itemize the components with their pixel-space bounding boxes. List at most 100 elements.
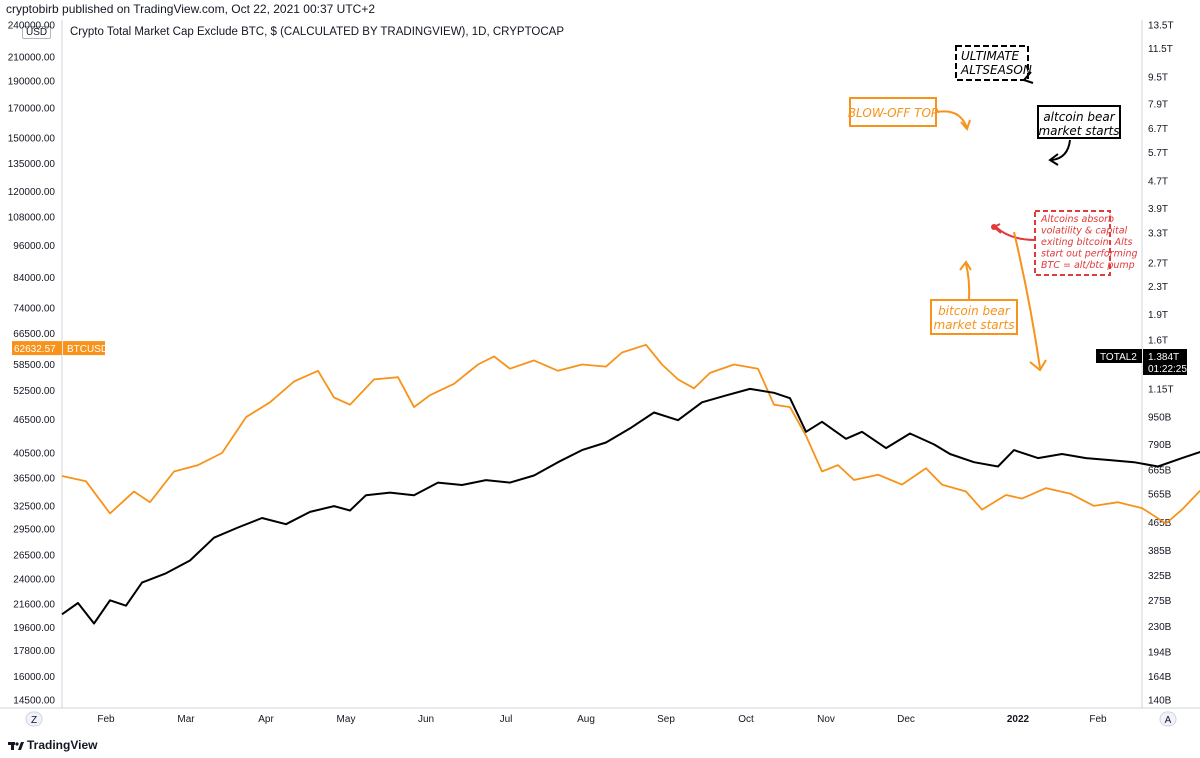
time-tick-label: Aug [577, 714, 595, 725]
right-tick-label: 5.7T [1148, 148, 1168, 159]
alt-absorb-arrow [995, 226, 1036, 241]
total2-countdown: 01:22:25 [1148, 364, 1187, 375]
zoom-left-label: Z [31, 715, 37, 726]
auto-scale-button[interactable]: A [1159, 711, 1177, 727]
btc-drop-arrow [1013, 231, 1041, 369]
left-tick-label: 14500.00 [13, 696, 55, 707]
publish-line: cryptobirb published on TradingView.com,… [6, 2, 375, 16]
alt-absorb-text: Altcoins absorb [1040, 214, 1114, 225]
left-tick-label: 240000.00 [8, 21, 56, 32]
blow-off-top-text: BLOW-OFF TOP [848, 106, 939, 120]
left-tick-label: 40500.00 [13, 448, 55, 459]
left-tick-label: 29500.00 [13, 525, 55, 536]
right-tick-label: 665B [1148, 465, 1172, 476]
series-total2-line [61, 387, 1200, 625]
btc-drop-arrow-head [1029, 359, 1047, 372]
right-tick-label: 565B [1148, 489, 1172, 500]
alt-absorb-text: exiting bitcoin. Alts [1041, 237, 1133, 248]
right-tick-label: 2.7T [1148, 258, 1168, 269]
left-tick-label: 36500.00 [13, 473, 55, 484]
btc-bear-arrow [965, 263, 971, 301]
time-tick-label: Jun [418, 714, 434, 725]
right-tick-label: 140B [1148, 696, 1172, 707]
right-tick-label: 13.5T [1148, 21, 1174, 32]
right-axis-ticks: 13.5T 11.5T 9.5T 7.9T 6.7T 5.7T 4.7T 3.9T 3.3T 2.… [1148, 21, 1174, 707]
left-tick-label: 74000.00 [13, 303, 55, 314]
tradingview-logo-icon [8, 741, 24, 750]
total2-symbol-tag [1096, 349, 1142, 363]
left-tick-label: 150000.00 [8, 134, 56, 145]
left-tick-label: 66500.00 [13, 329, 55, 340]
btc-symbol-label: BTCUSD [67, 344, 108, 355]
left-tick-label: 135000.00 [8, 159, 56, 170]
left-tick-label: 32500.00 [13, 501, 55, 512]
currency-badge[interactable]: USD [22, 26, 52, 39]
alt-bear-text: market starts [1038, 124, 1119, 138]
series-layer [61, 343, 1200, 625]
alt-bear-arrow-head [1048, 153, 1059, 166]
right-tick-label: 950B [1148, 413, 1172, 424]
blow-off-top-arrow [936, 110, 968, 129]
left-tick-label: 26500.00 [13, 550, 55, 561]
ultimate-altseason-text: ALTSEASON [960, 63, 1032, 77]
time-tick-label: Mar [177, 714, 195, 725]
right-tick-label: 275B [1148, 596, 1172, 607]
time-tick-label: May [337, 714, 356, 725]
time-tick-label: Sep [657, 714, 675, 725]
left-tick-label: 58500.00 [13, 360, 55, 371]
time-axis-ticks: Feb Mar Apr May Jun Jul Aug Sep Oct Nov Dec 2022 Feb [97, 714, 1107, 725]
left-tick-label: 21600.00 [13, 600, 55, 611]
right-tick-label: 2.3T [1148, 282, 1168, 293]
alt-absorb-arrow-dot [991, 224, 997, 230]
projection-arrow-head [1023, 71, 1034, 84]
alt-absorb-text: BTC = alt/btc pump [1041, 260, 1135, 271]
right-tick-label: 1.6T [1148, 336, 1168, 347]
right-tick-label: 385B [1148, 546, 1172, 557]
left-tick-label: 170000.00 [8, 103, 56, 114]
chart-subtitle: Crypto Total Market Cap Exclude BTC, $ (… [70, 26, 565, 38]
left-tick-label: 16000.00 [13, 672, 55, 683]
time-tick-label: Nov [817, 714, 835, 725]
btc-price-value: 62632.57 [14, 344, 56, 355]
left-tick-label: 210000.00 [8, 53, 56, 64]
alt-bear-text: altcoin bear [1043, 110, 1115, 124]
time-tick-label: Oct [738, 714, 754, 725]
right-tick-label: 1.9T [1148, 310, 1168, 321]
right-tick-label: 465B [1148, 518, 1172, 529]
blow-off-top-arrow-head [960, 119, 971, 131]
right-tick-label: 194B [1148, 647, 1172, 658]
right-tick-label: 4.7T [1148, 176, 1168, 187]
time-tick-label: Feb [1089, 714, 1107, 725]
right-tick-label: 6.7T [1148, 124, 1168, 135]
alt-bear-box [1037, 105, 1121, 139]
btc-bear-box [930, 299, 1018, 335]
ultimate-altseason-box [955, 45, 1029, 81]
left-tick-label: 96000.00 [13, 241, 55, 252]
zoom-left-button[interactable]: Z [25, 711, 43, 727]
left-axis-ticks: 240000.00 210000.00 190000.00 170000.00 1500… [8, 21, 56, 707]
auto-scale-label: A [1165, 715, 1172, 726]
total2-price-tag [1143, 349, 1187, 375]
left-tick-label: 19600.00 [13, 623, 55, 634]
left-tick-label: 24000.00 [13, 574, 55, 585]
right-tick-label: 1.15T [1148, 384, 1174, 395]
left-tick-label: 46500.00 [13, 415, 55, 426]
right-tick-label: 3.9T [1148, 204, 1168, 215]
time-tick-label: Feb [97, 714, 115, 725]
right-tick-label: 3.3T [1148, 229, 1168, 240]
blow-off-top-box [849, 97, 937, 127]
left-tick-label: 108000.00 [8, 213, 56, 224]
left-tick-label: 120000.00 [8, 187, 56, 198]
left-tick-label: 17800.00 [13, 646, 55, 657]
left-tick-label: 190000.00 [8, 77, 56, 88]
btc-bear-text: market starts [933, 318, 1014, 332]
alt-absorb-box [1034, 210, 1111, 276]
total2-symbol-label: TOTAL2 [1100, 352, 1137, 363]
btc-symbol-tag [63, 341, 105, 356]
series-btcusd-line [61, 343, 1200, 525]
btc-price-tag [12, 341, 62, 356]
alt-bear-arrow [1051, 139, 1071, 161]
